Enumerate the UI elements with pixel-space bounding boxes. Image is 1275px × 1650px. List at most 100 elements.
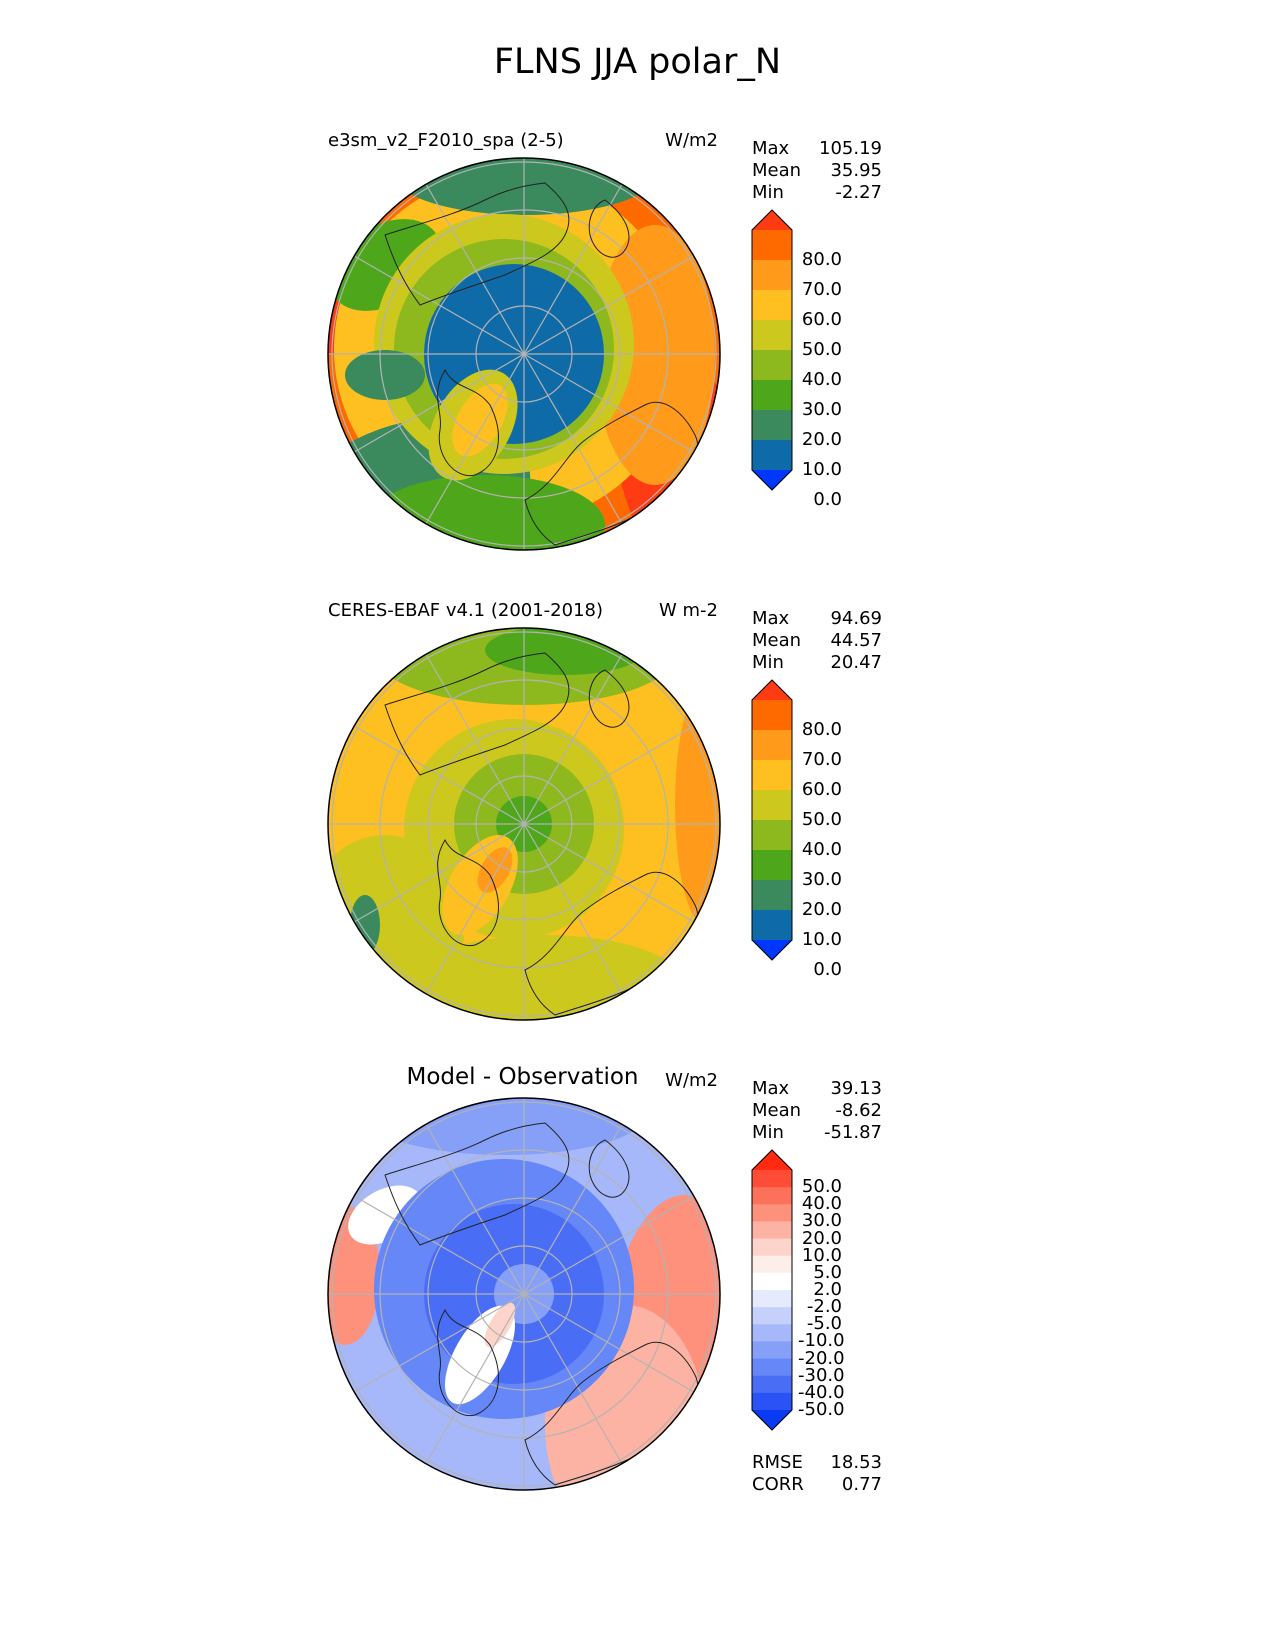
stat-min-label: Min [752,652,784,673]
colorbar-extend-max [752,210,792,230]
meridian-line [523,1195,695,1295]
colorbar-tick-label: -30.0 [798,1364,845,1386]
rmse-value: 18.53 [830,1452,882,1473]
colorbar-segment [752,1375,792,1394]
stat-mean-value: -8.62 [835,1100,882,1121]
colorbar-tick-label: -50.0 [798,1399,845,1420]
colorbar-tick-label: 80.0 [801,249,842,270]
colorbar-outline [751,1149,793,1431]
stat-max-label: Max [752,138,790,159]
colorbar-segment [752,1238,792,1257]
colorbar-tick-label: 30.0 [801,1210,842,1232]
meridian-line [425,653,525,825]
polar-map-reference [327,627,721,1021]
meridian-line [425,183,525,355]
colorbar-tick-label: 50.0 [801,809,842,830]
coastline-greenland [437,838,499,947]
stat-mean-label: Mean [752,630,802,651]
colorbar-tick-label: 70.0 [801,279,842,300]
corr-value: 0.77 [841,1474,882,1495]
colorbar-tick-label: 20.0 [801,1227,842,1249]
panel-1-units: W/m2 [665,130,718,151]
graticule [328,628,720,1020]
colorbar-tick-label: 0.0 [813,959,842,980]
colorbar-tick-label: 0.0 [813,489,842,510]
colorbar-tick-label: 10.0 [801,929,842,950]
greenland-interior [452,383,508,457]
colorbar-segment [752,850,792,881]
stat-max-value: 105.19 [819,138,882,159]
meridian-line [523,1123,623,1295]
colorbar-tick-label: 10.0 [801,459,842,480]
panel-3-units: W/m2 [665,1070,718,1091]
map-field [328,628,720,1020]
panel-3-title: Model - Observation [406,1064,639,1090]
colorbar-segment [752,410,792,441]
corr-label: CORR [752,1474,804,1495]
coastline-alaska [588,1139,630,1198]
panel-3-metrics: RMSE 18.53 CORR 0.77 [752,1452,882,1496]
meridian-line [523,823,695,923]
colorbar-tick-label: 60.0 [801,779,842,800]
colorbar-difference [751,1149,793,1431]
colorbar-test [751,209,793,491]
polar-map-difference [327,1097,721,1491]
colorbar-segment [752,440,792,471]
colorbar-tick-label: 20.0 [801,899,842,920]
map-boundary [327,627,721,1021]
colorbar-segment [752,260,792,291]
coastline-greenland [437,1308,499,1417]
colorbar-extend-max [752,1150,792,1170]
colorbar-segment [752,820,792,851]
colorbar-segment [752,1255,792,1274]
stat-min-value: 20.47 [830,652,882,673]
stat-mean-label: Mean [752,160,802,181]
coastlines [384,652,699,1016]
colorbar-segment [752,1358,792,1377]
meridian-line [353,353,525,453]
colorbar-tick-label: 40.0 [801,369,842,390]
field-contour [365,475,605,550]
field-contour [395,158,655,215]
colorbar-tick-label: 80.0 [801,719,842,740]
meridian-line [523,353,623,525]
colorbar-extend-min [752,1410,792,1430]
colorbar-segment [752,1290,792,1308]
colorbar-tick-label: 5.0 [813,1261,842,1283]
stat-min-label: Min [752,1122,784,1143]
stat-min-label: Min [752,182,784,203]
colorbar-tick-label: -20.0 [798,1347,845,1369]
coastline-greenland [437,368,499,477]
graticule [328,158,720,550]
panel-1-stats: Max 105.19 Mean 35.95 Min -2.27 [752,138,882,204]
colorbar-tick-label: 40.0 [801,1193,842,1215]
colorbar-tick-label: -10.0 [798,1330,845,1352]
colorbar-segment [752,1170,792,1188]
colorbar-segment [752,1307,792,1325]
colorbar-tick-label: 40.0 [801,839,842,860]
map-field [328,1098,720,1490]
colorbar-segment [752,910,792,941]
meridian-line [523,183,623,355]
coastline-eurasia [524,1341,699,1486]
polar-map-test [327,157,721,551]
meridian-line [523,255,695,355]
meridian-line [353,1293,525,1393]
colorbar-tick-label: 2.0 [813,1279,842,1300]
colorbar-tick-label: 50.0 [801,339,842,360]
meridian-line [353,823,525,923]
colorbar-tick-label: 30.0 [801,869,842,890]
map-boundary [327,1097,721,1491]
colorbar-segment [752,290,792,321]
colorbar-segment [752,1187,792,1205]
colorbar-segment [752,700,792,731]
meridian-line [523,1293,623,1465]
coastlines [384,1122,699,1486]
stat-max-label: Max [752,1078,790,1099]
panel-3-stats: Max 39.13 Mean -8.62 Min -51.87 [752,1078,882,1144]
field-contour [405,935,685,1020]
colorbar-segment [752,1204,792,1222]
colorbar-tick-label: -40.0 [798,1381,845,1403]
colorbar-extend-min [752,470,792,490]
colorbar-tick-label: 20.0 [801,429,842,450]
